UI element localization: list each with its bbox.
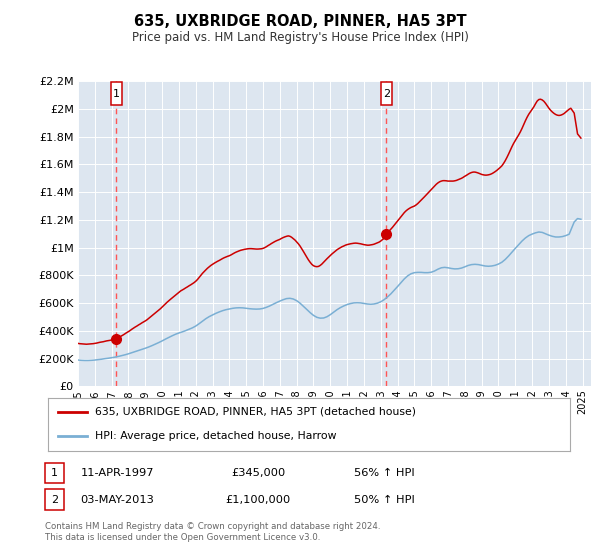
Text: This data is licensed under the Open Government Licence v3.0.: This data is licensed under the Open Gov…: [45, 533, 320, 542]
Text: 635, UXBRIDGE ROAD, PINNER, HA5 3PT: 635, UXBRIDGE ROAD, PINNER, HA5 3PT: [134, 14, 466, 29]
Text: 03-MAY-2013: 03-MAY-2013: [80, 494, 154, 505]
Text: 56% ↑ HPI: 56% ↑ HPI: [353, 468, 415, 478]
Text: 50% ↑ HPI: 50% ↑ HPI: [353, 494, 415, 505]
Text: Contains HM Land Registry data © Crown copyright and database right 2024.: Contains HM Land Registry data © Crown c…: [45, 522, 380, 531]
Text: 1: 1: [113, 89, 120, 99]
Bar: [381, 82, 392, 105]
Text: 635, UXBRIDGE ROAD, PINNER, HA5 3PT (detached house): 635, UXBRIDGE ROAD, PINNER, HA5 3PT (det…: [95, 407, 416, 417]
Text: HPI: Average price, detached house, Harrow: HPI: Average price, detached house, Harr…: [95, 431, 337, 441]
Text: £345,000: £345,000: [231, 468, 285, 478]
Bar: [110, 82, 122, 105]
Text: £1,100,000: £1,100,000: [226, 494, 290, 505]
Text: 2: 2: [51, 494, 58, 505]
Text: Price paid vs. HM Land Registry's House Price Index (HPI): Price paid vs. HM Land Registry's House …: [131, 31, 469, 44]
Text: 11-APR-1997: 11-APR-1997: [80, 468, 154, 478]
Text: 2: 2: [383, 89, 390, 99]
Text: 1: 1: [51, 468, 58, 478]
